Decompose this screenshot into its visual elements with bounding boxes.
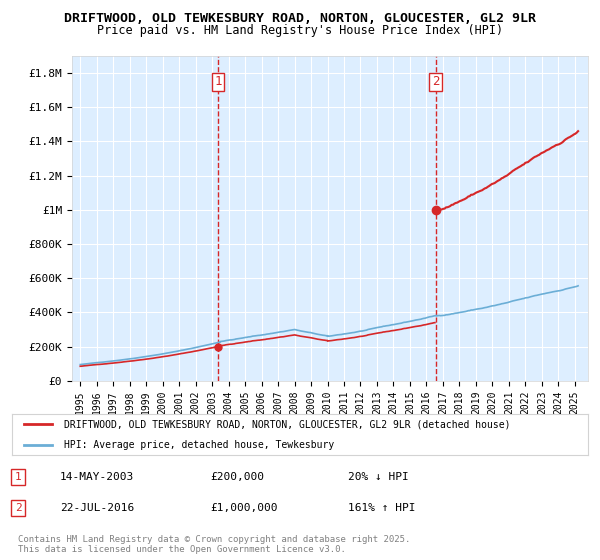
Text: £200,000: £200,000 — [210, 472, 264, 482]
Text: 161% ↑ HPI: 161% ↑ HPI — [348, 503, 415, 513]
Text: DRIFTWOOD, OLD TEWKESBURY ROAD, NORTON, GLOUCESTER, GL2 9LR: DRIFTWOOD, OLD TEWKESBURY ROAD, NORTON, … — [64, 12, 536, 25]
Text: 20% ↓ HPI: 20% ↓ HPI — [348, 472, 409, 482]
Text: 2: 2 — [432, 76, 439, 88]
Text: 1: 1 — [14, 472, 22, 482]
Text: 1: 1 — [214, 76, 222, 88]
Text: 2: 2 — [14, 503, 22, 513]
Text: HPI: Average price, detached house, Tewkesbury: HPI: Average price, detached house, Tewk… — [64, 440, 334, 450]
Text: 14-MAY-2003: 14-MAY-2003 — [60, 472, 134, 482]
Text: 22-JUL-2016: 22-JUL-2016 — [60, 503, 134, 513]
Text: Contains HM Land Registry data © Crown copyright and database right 2025.
This d: Contains HM Land Registry data © Crown c… — [18, 535, 410, 554]
Text: Price paid vs. HM Land Registry's House Price Index (HPI): Price paid vs. HM Land Registry's House … — [97, 24, 503, 37]
Text: £1,000,000: £1,000,000 — [210, 503, 277, 513]
Text: DRIFTWOOD, OLD TEWKESBURY ROAD, NORTON, GLOUCESTER, GL2 9LR (detached house): DRIFTWOOD, OLD TEWKESBURY ROAD, NORTON, … — [64, 419, 511, 430]
